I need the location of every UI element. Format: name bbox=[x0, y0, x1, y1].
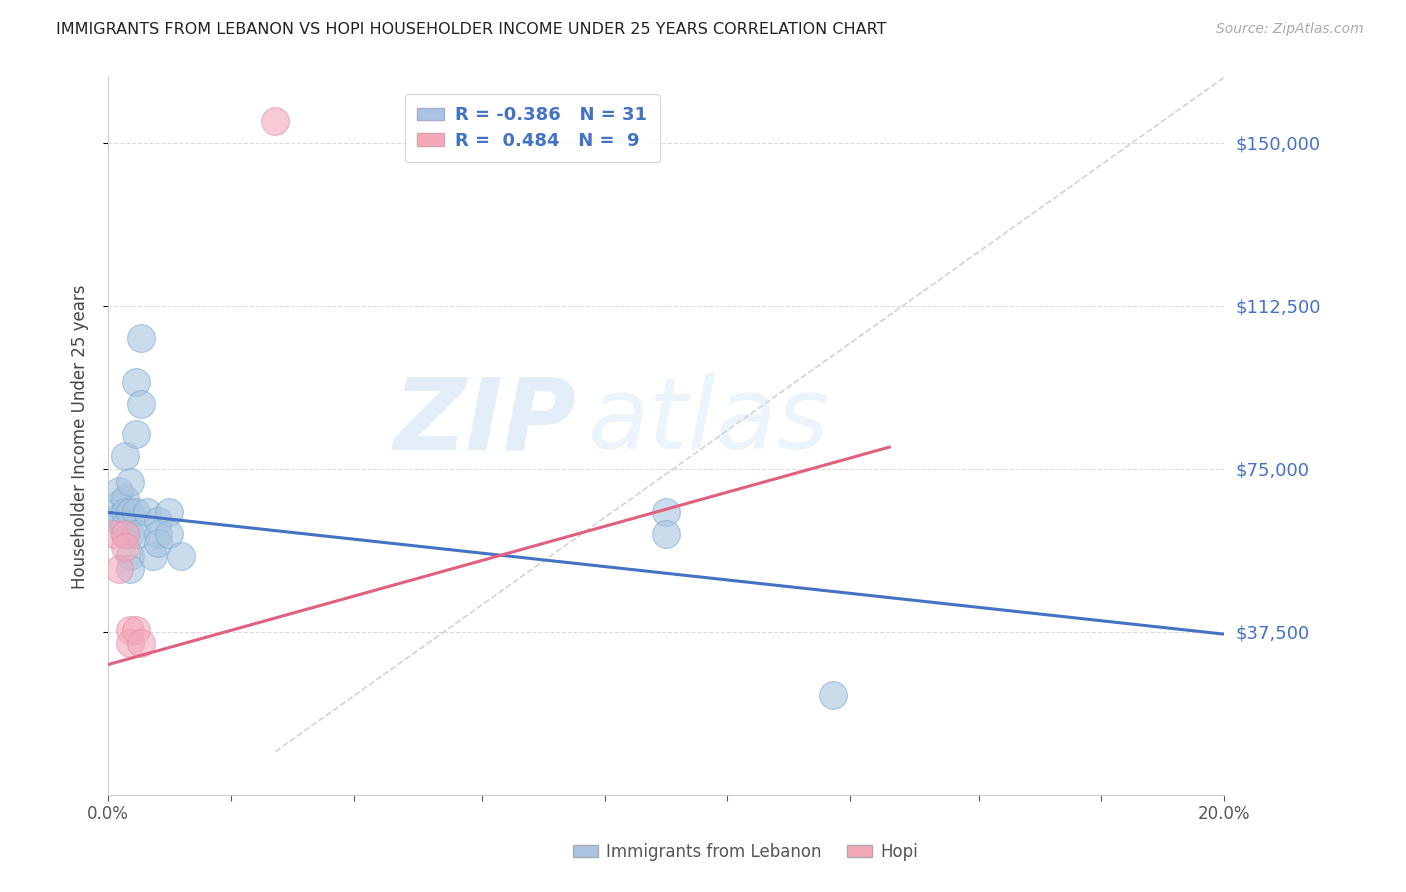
Point bbox=[120, 549, 142, 563]
Point bbox=[148, 527, 170, 541]
Point bbox=[131, 331, 153, 345]
Point bbox=[114, 540, 136, 554]
Point bbox=[142, 549, 165, 563]
Point bbox=[120, 475, 142, 489]
Text: IMMIGRANTS FROM LEBANON VS HOPI HOUSEHOLDER INCOME UNDER 25 YEARS CORRELATION CH: IMMIGRANTS FROM LEBANON VS HOPI HOUSEHOL… bbox=[56, 22, 887, 37]
Point bbox=[108, 562, 131, 576]
Text: Source: ZipAtlas.com: Source: ZipAtlas.com bbox=[1216, 22, 1364, 37]
Point bbox=[114, 492, 136, 507]
Point bbox=[114, 527, 136, 541]
Point bbox=[114, 449, 136, 463]
Text: ZIP: ZIP bbox=[394, 374, 576, 470]
Point bbox=[655, 527, 678, 541]
Point bbox=[120, 623, 142, 637]
Point bbox=[120, 527, 142, 541]
Point bbox=[655, 505, 678, 519]
Point bbox=[108, 514, 131, 528]
Point bbox=[108, 509, 131, 524]
Point bbox=[136, 505, 159, 519]
Point bbox=[157, 527, 180, 541]
Point bbox=[148, 514, 170, 528]
Legend: Immigrants from Lebanon, Hopi: Immigrants from Lebanon, Hopi bbox=[567, 837, 924, 868]
Point bbox=[114, 505, 136, 519]
Point bbox=[148, 536, 170, 550]
Point bbox=[125, 375, 148, 389]
Point bbox=[131, 397, 153, 411]
Point bbox=[120, 505, 142, 519]
Legend: R = -0.386   N = 31, R =  0.484   N =  9: R = -0.386 N = 31, R = 0.484 N = 9 bbox=[405, 94, 659, 162]
Point bbox=[125, 623, 148, 637]
Text: atlas: atlas bbox=[588, 374, 830, 470]
Point bbox=[125, 505, 148, 519]
Point bbox=[120, 636, 142, 650]
Point bbox=[125, 527, 148, 541]
Point bbox=[114, 518, 136, 533]
Point bbox=[108, 483, 131, 498]
Point bbox=[131, 636, 153, 650]
Point bbox=[120, 562, 142, 576]
Point bbox=[823, 688, 845, 702]
Point bbox=[103, 527, 125, 541]
Point bbox=[157, 505, 180, 519]
Y-axis label: Householder Income Under 25 years: Householder Income Under 25 years bbox=[72, 284, 89, 589]
Point bbox=[169, 549, 191, 563]
Point bbox=[114, 527, 136, 541]
Point bbox=[264, 114, 287, 128]
Point bbox=[125, 427, 148, 442]
Point bbox=[108, 497, 131, 511]
